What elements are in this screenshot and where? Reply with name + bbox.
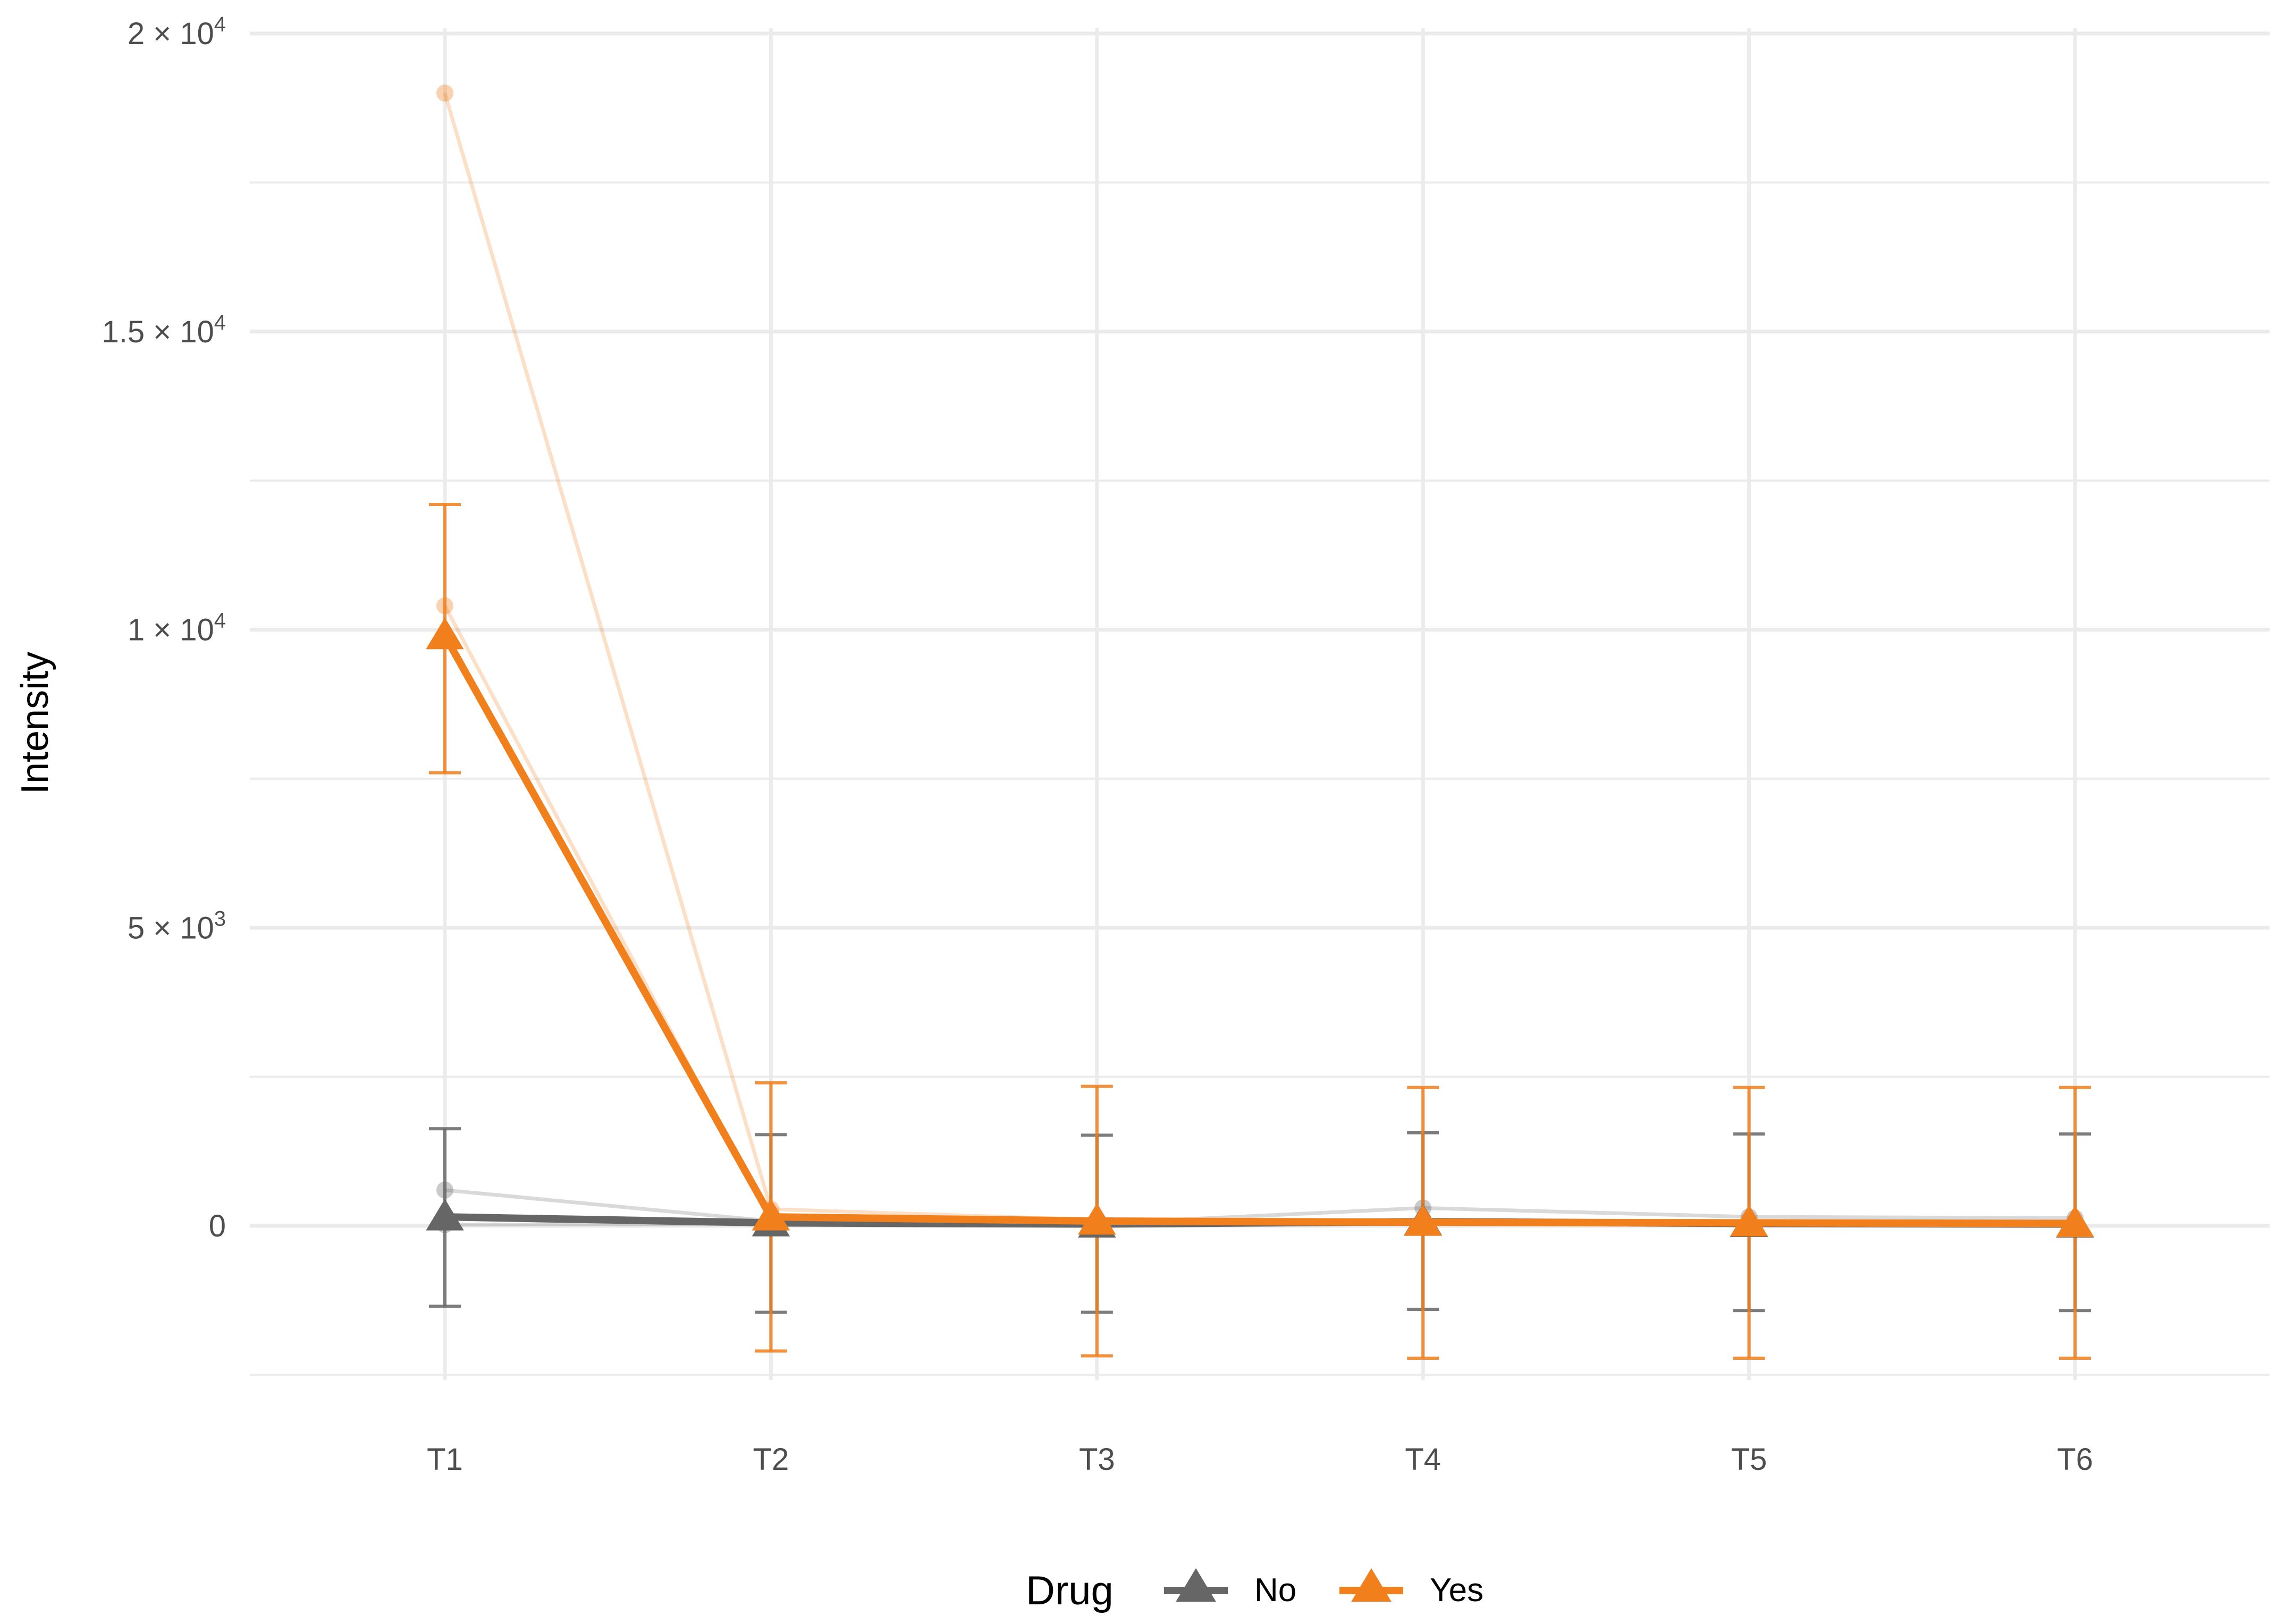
x-tick-label: T6 [2057,1442,2093,1477]
mean-point-yes [1730,1205,1768,1236]
legend-label: No [1254,1572,1296,1609]
x-tick-label: T3 [1079,1442,1115,1477]
individual-line [443,604,2076,1226]
plot-marks [426,85,2094,1360]
legend-item-yes: Yes [1339,1568,1483,1609]
y-tick-label: 2 × 104 [128,13,226,51]
legend-item-no: No [1164,1568,1296,1609]
individual-line [443,92,2076,1226]
x-axis-ticks: T1 T2 T3 T4 T5 T6 [427,1442,2093,1477]
individual-point [436,85,453,102]
mean-point-yes [752,1199,790,1231]
legend: Drug No Yes [1026,1568,1483,1613]
y-tick-label: 1 × 104 [128,609,226,647]
legend-key-triangle [1351,1568,1392,1602]
y-axis-title: Intensity [14,652,56,794]
x-tick-label: T5 [1731,1442,1767,1477]
mean-point-yes [2056,1205,2094,1238]
x-tick-label: T1 [427,1442,463,1477]
y-tick-label: 5 × 103 [128,907,226,945]
legend-title: Drug [1026,1568,1114,1613]
mean-point-yes [1078,1203,1116,1235]
x-tick-label: T4 [1405,1442,1441,1477]
y-tick-label: 0 [209,1209,226,1243]
series-line-yes [441,634,2076,1227]
mean-point-yes [1404,1204,1442,1236]
y-tick-label: 1.5 × 104 [102,311,226,349]
individual-line [444,1188,2076,1226]
legend-key-triangle [1176,1568,1216,1602]
y-axis-ticks: 0 5 × 103 1 × 104 1.5 × 104 2 × 104 [102,13,226,1243]
grid-lines [250,28,2270,1381]
mean-point-yes [426,617,464,650]
x-tick-label: T2 [753,1442,789,1477]
mean-point-no [426,1199,464,1231]
legend-label: Yes [1430,1572,1483,1609]
